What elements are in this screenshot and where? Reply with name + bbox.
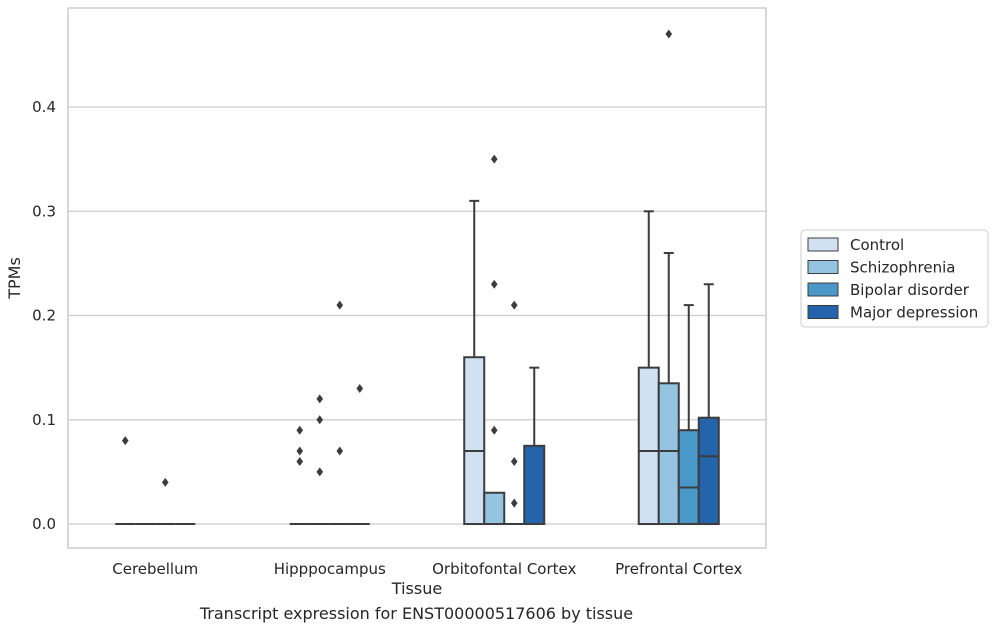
x-axis-label: Tissue xyxy=(391,579,442,598)
box-rect xyxy=(483,491,506,526)
legend-label: Bipolar disorder xyxy=(850,281,970,299)
box-0-1 xyxy=(289,425,310,526)
y-tick-label: 0.4 xyxy=(32,98,56,116)
legend-label: Schizophrenia xyxy=(850,259,955,277)
legend-swatch xyxy=(807,305,839,319)
box-0-0 xyxy=(115,436,136,526)
box-3-3 xyxy=(697,283,720,526)
outlier-point xyxy=(161,477,169,487)
box-1-3 xyxy=(657,29,680,526)
y-tick-label: 0.0 xyxy=(32,515,56,533)
box-2-2 xyxy=(504,300,525,526)
y-axis-label: TPMs xyxy=(5,257,24,300)
y-tick-label: 0.1 xyxy=(32,411,56,429)
box-2-3 xyxy=(677,304,700,526)
outlier-point xyxy=(336,300,344,310)
outlier-point xyxy=(510,300,518,310)
box-2-0 xyxy=(155,477,176,526)
outlier-point xyxy=(316,415,324,425)
outlier-point xyxy=(510,456,518,466)
box-0-3 xyxy=(637,210,660,526)
y-tick-label: 0.3 xyxy=(32,202,56,220)
box-rect xyxy=(677,429,700,526)
outlier-point xyxy=(121,436,129,446)
legend-frame xyxy=(800,229,989,328)
y-axis-ticks: 0.0 0.1 0.2 0.3 0.4 xyxy=(32,98,56,533)
outlier-point xyxy=(356,384,364,394)
outlier-point xyxy=(316,467,324,477)
figure-caption: Transcript expression for ENST0000051760… xyxy=(199,604,634,623)
outlier-point xyxy=(490,279,498,289)
box-3-1 xyxy=(349,384,370,526)
box-rect xyxy=(523,444,546,526)
box-rect xyxy=(657,382,680,526)
outlier-point xyxy=(316,394,324,404)
legend-label: Control xyxy=(850,236,904,254)
outlier-point xyxy=(296,456,304,466)
outlier-point xyxy=(336,446,344,456)
plot-area-marks xyxy=(115,29,720,526)
outlier-point xyxy=(490,425,498,435)
outlier-point xyxy=(296,446,304,456)
legend-swatch xyxy=(807,282,839,297)
box-1-1 xyxy=(309,394,330,526)
x-axis-ticks: Cerebellum Hipppocampus Orbitofontal Corte… xyxy=(112,560,742,578)
box-rect xyxy=(463,356,486,526)
box-rect xyxy=(697,416,720,526)
x-tick-label: Hipppocampus xyxy=(274,560,386,578)
outlier-point xyxy=(296,425,304,435)
box-rect xyxy=(637,366,660,526)
box-1-2 xyxy=(483,154,506,526)
legend-label: Major depression xyxy=(850,304,978,322)
outlier-point xyxy=(510,498,518,508)
outlier-point xyxy=(490,154,498,164)
x-tick-label: Cerebellum xyxy=(112,560,198,578)
box-2-1 xyxy=(329,300,350,526)
outlier-point xyxy=(665,29,673,39)
plot-frame xyxy=(67,7,767,549)
x-tick-label: Prefrontal Cortex xyxy=(615,560,742,578)
legend: Control Schizophrenia Bipolar disorder Majo… xyxy=(800,229,989,328)
x-tick-label: Orbitofontal Cortex xyxy=(432,560,576,578)
legend-swatch xyxy=(807,237,839,252)
box-3-2 xyxy=(523,366,546,526)
legend-swatch xyxy=(807,260,839,274)
box-0-2 xyxy=(463,199,486,526)
y-tick-label: 0.2 xyxy=(32,307,56,325)
